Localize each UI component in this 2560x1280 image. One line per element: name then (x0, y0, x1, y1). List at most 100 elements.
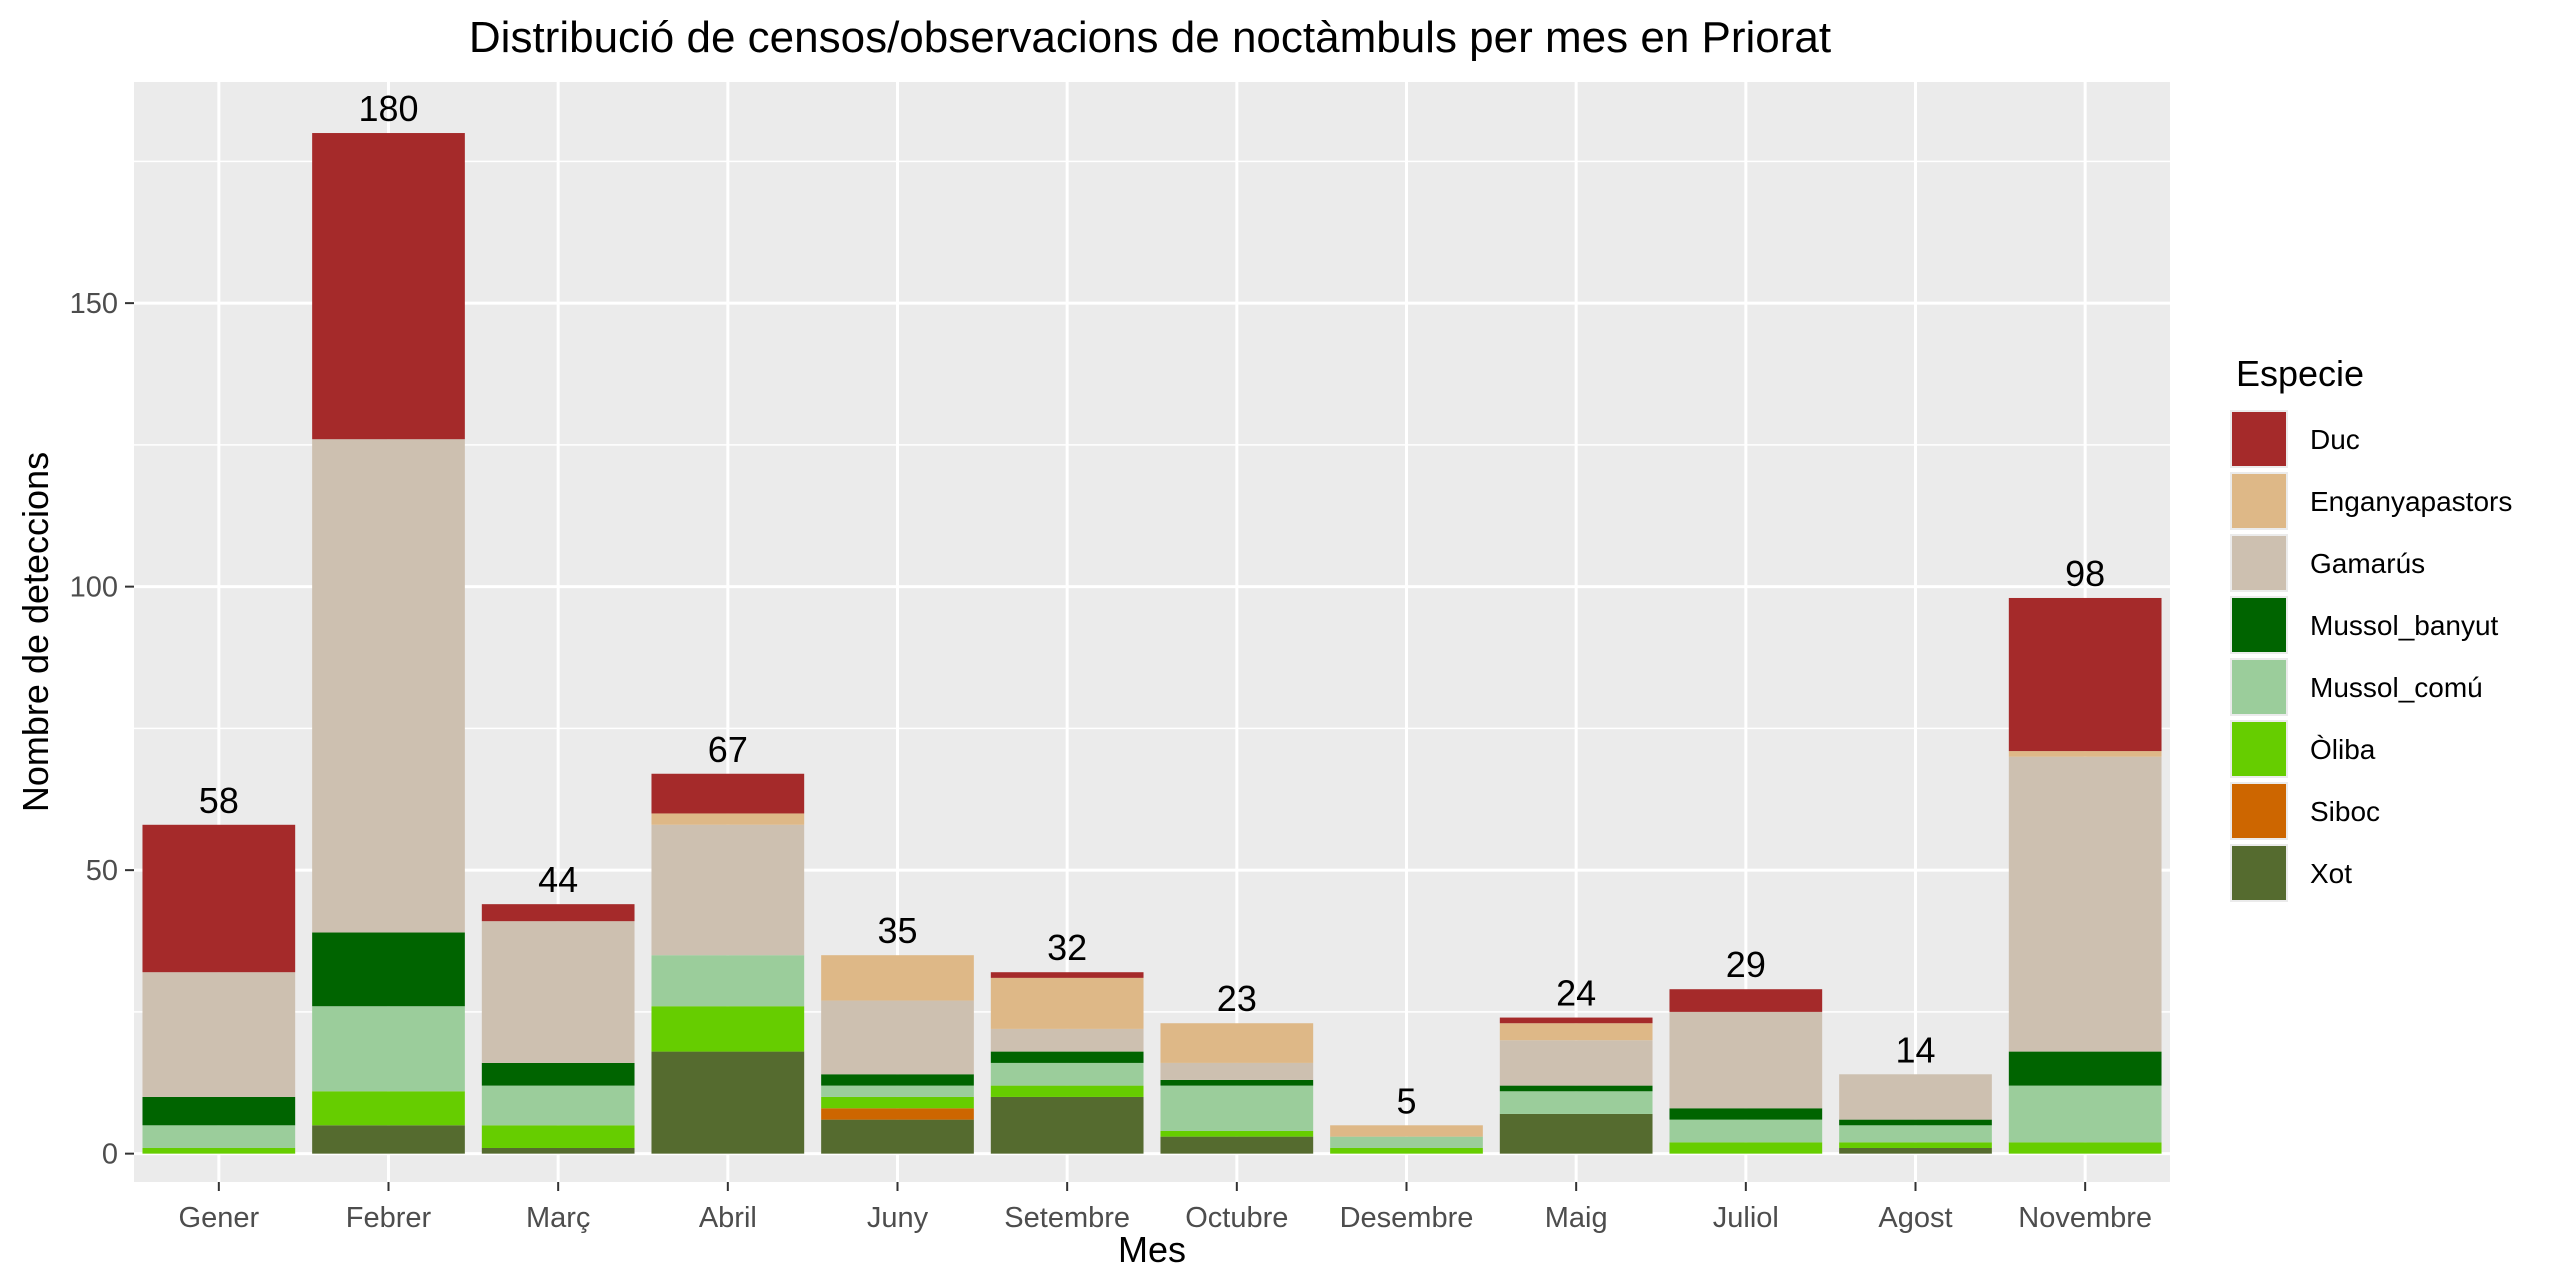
y-tick-label: 0 (102, 1139, 118, 1171)
bar-segment-enganyapastors-setembre (990, 977, 1144, 1029)
bar-segment-xot-febrer (312, 1125, 465, 1154)
bar-segment--liba-desembre (1330, 1147, 1483, 1154)
x-tick-label: Març (526, 1202, 590, 1234)
bar-segment-mussol-banyut-febrer (312, 932, 465, 1007)
legend-label: Xot (2310, 858, 2352, 889)
legend-label: Òliba (2310, 734, 2376, 765)
bar-segment-duc-mar- (481, 904, 635, 922)
total-labels: 58 180 44 67 35 32 23 5 24 29 14 98 (199, 88, 2105, 1121)
chart-title: Distribució de censos/observacions de no… (469, 13, 1831, 62)
total-label: 44 (538, 859, 578, 900)
legend-swatch (2232, 784, 2286, 838)
bar-segment-enganyapastors-octubre (1160, 1023, 1314, 1063)
legend-swatch (2232, 722, 2286, 776)
bar-segment-xot-agost (1839, 1147, 1992, 1154)
bar-segment-mussol-com--setembre (990, 1062, 1144, 1086)
bar-segment-gamar-s-octubre (1160, 1062, 1314, 1080)
bar-segment--liba-setembre (990, 1085, 1144, 1097)
bar-segment-xot-mar- (481, 1147, 635, 1154)
legend-swatch (2232, 598, 2286, 652)
x-tick-label: Maig (1545, 1202, 1608, 1234)
total-label: 32 (1047, 927, 1087, 968)
bar-segment-gamar-s-juliol (1669, 1011, 1823, 1109)
bar-segment-xot-juny (821, 1119, 974, 1154)
x-tick-label: Octubre (1185, 1202, 1288, 1234)
total-label: 58 (199, 780, 239, 821)
bars (142, 133, 2162, 1154)
bar-segment-mussol-com--mar- (481, 1085, 635, 1126)
legend-swatch (2232, 536, 2286, 590)
bar-segment-xot-setembre (990, 1096, 1144, 1154)
total-label: 5 (1396, 1080, 1416, 1121)
plot-panel (134, 82, 2170, 1182)
bar-segment-xot-maig (1499, 1113, 1653, 1154)
legend-swatch (2232, 660, 2286, 714)
bar-segment-duc-novembre (2008, 597, 2162, 752)
bar-segment--liba-febrer (312, 1091, 465, 1126)
x-tick-label: Novembre (2018, 1202, 2152, 1234)
bar-segment-enganyapastors-abril (651, 813, 805, 825)
bar-segment-duc-setembre (990, 972, 1144, 978)
total-label: 180 (358, 88, 418, 129)
bar-segment--liba-juny (821, 1096, 974, 1109)
bar-segment--liba-abril (651, 1006, 805, 1052)
x-tick-label: Setembre (1004, 1202, 1130, 1234)
bar-segment-mussol-banyut-agost (1839, 1119, 1992, 1126)
bar-segment-mussol-banyut-setembre (990, 1051, 1144, 1063)
x-tick-label: Juliol (1713, 1202, 1779, 1234)
total-label: 29 (1726, 944, 1766, 985)
x-tick-label: Juny (867, 1202, 929, 1234)
bar-segment-mussol-banyut-mar- (481, 1062, 635, 1086)
total-label: 35 (877, 910, 917, 951)
x-axis: Gener Febrer Març Abril Juny Setembre Octubre D… (179, 1182, 2152, 1234)
legend-label: Mussol_banyut (2310, 610, 2499, 641)
total-label: 67 (708, 729, 748, 770)
bar-segment-mussol-com--gener (142, 1125, 296, 1148)
bar-segment-mussol-banyut-novembre (2008, 1051, 2162, 1086)
bar-segment-gamar-s-abril (651, 824, 805, 956)
total-label: 14 (1895, 1029, 1935, 1070)
bar-segment-mussol-com--octubre (1160, 1085, 1314, 1131)
total-label: 23 (1217, 978, 1257, 1019)
legend-swatch (2232, 846, 2286, 900)
bar-segment--liba-gener (142, 1147, 296, 1154)
bar-segment-mussol-com--maig (1499, 1091, 1653, 1114)
x-tick-label: Desembre (1340, 1202, 1474, 1234)
bar-segment-mussol-com--novembre (2008, 1085, 2162, 1143)
legend: Especie Duc Enganyapastors Gamarús Mussol_b… (2230, 353, 2512, 902)
bar-segment-mussol-banyut-gener (142, 1096, 296, 1126)
bar-segment-mussol-com--abril (651, 955, 805, 1007)
bar-segment--liba-mar- (481, 1125, 635, 1148)
bar-segment-enganyapastors-maig (1499, 1023, 1653, 1041)
y-axis: 0 50 100 150 (70, 288, 134, 1171)
x-tick-label: Gener (179, 1202, 260, 1234)
legend-label: Duc (2310, 424, 2360, 455)
bar-segment-siboc-juny (821, 1108, 974, 1120)
bar-segment-mussol-com--desembre (1330, 1136, 1483, 1148)
bar-segment-enganyapastors-novembre (2008, 751, 2162, 757)
bar-segment-mussol-com--juliol (1669, 1119, 1823, 1143)
bar-segment-enganyapastors-juny (821, 955, 974, 1001)
bar-segment-gamar-s-novembre (2008, 756, 2162, 1052)
x-tick-label: Agost (1878, 1202, 1952, 1234)
bar-segment-gamar-s-agost (1839, 1074, 1992, 1120)
bar-segment-mussol-com--agost (1839, 1125, 1992, 1143)
bar-segment-xot-octubre (1160, 1136, 1314, 1154)
legend-title: Especie (2236, 353, 2364, 394)
bar-segment-mussol-banyut-maig (1499, 1085, 1653, 1092)
x-tick-label: Febrer (346, 1202, 432, 1234)
bar-segment--liba-juliol (1669, 1142, 1823, 1154)
bar-segment-gamar-s-setembre (990, 1028, 1144, 1052)
y-tick-label: 150 (70, 288, 118, 320)
bar-segment-gamar-s-maig (1499, 1040, 1653, 1086)
legend-label: Gamarús (2310, 548, 2425, 579)
bar-segment--liba-octubre (1160, 1130, 1314, 1137)
bar-segment--liba-novembre (2008, 1142, 2162, 1154)
y-tick-label: 50 (86, 855, 118, 887)
bar-segment-mussol-com--juny (821, 1085, 974, 1097)
bar-segment-gamar-s-gener (142, 972, 296, 1097)
legend-swatch (2232, 412, 2286, 466)
bar-segment--liba-agost (1839, 1142, 1992, 1148)
legend-label: Mussol_comú (2310, 672, 2483, 703)
